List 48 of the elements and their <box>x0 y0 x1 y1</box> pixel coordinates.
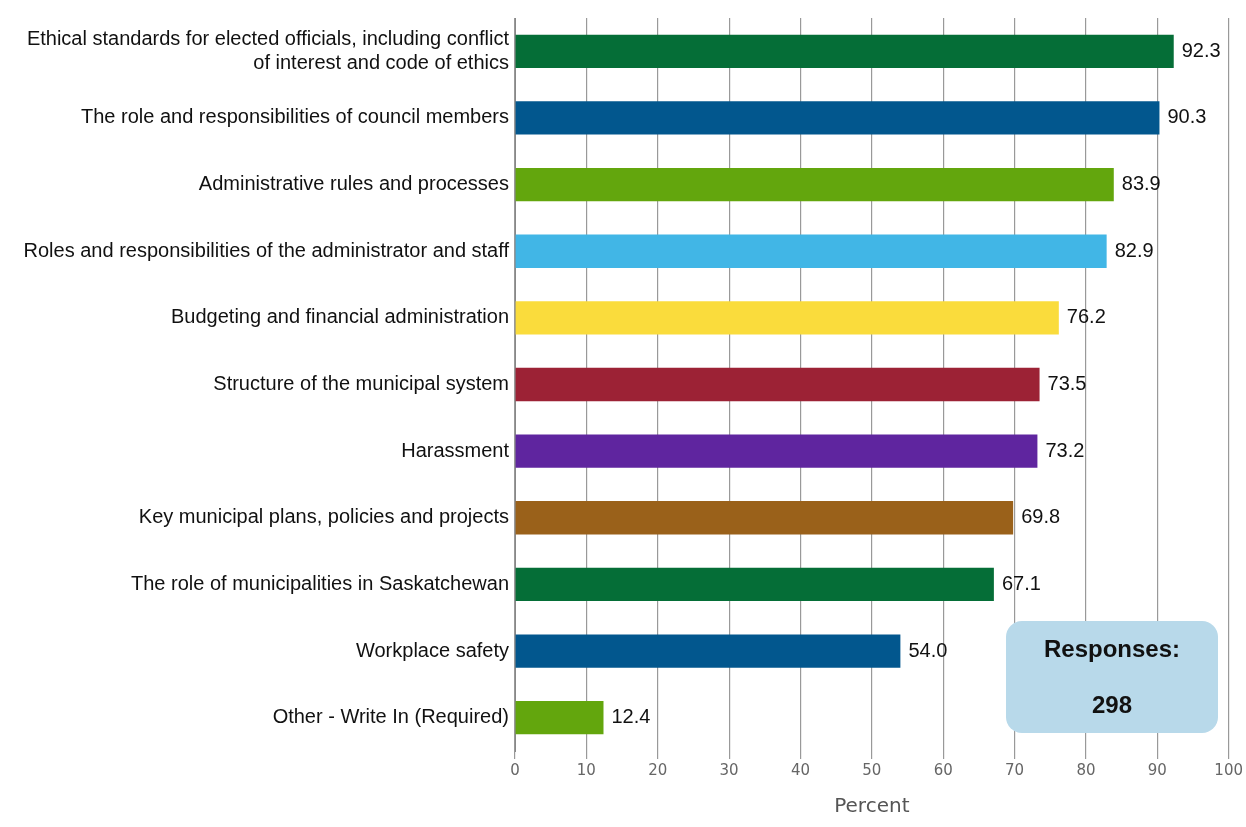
y-tick-label: The role and responsibilities of council members <box>81 105 509 128</box>
bar <box>515 301 1059 335</box>
y-tick-label: Key municipal plans, policies and projects <box>138 505 509 528</box>
x-tick-label: 50 <box>862 760 882 779</box>
bar <box>515 234 1107 268</box>
y-tick-label: Administrative rules and processes <box>198 172 509 195</box>
data-label: 73.5 <box>1047 372 1087 395</box>
y-tick-label: Roles and responsibilities of the administrator and staff <box>23 238 510 261</box>
data-label: 69.8 <box>1021 505 1061 528</box>
x-tick-label: 20 <box>648 760 668 779</box>
data-label: 54.0 <box>908 638 948 661</box>
y-tick-label: Ethical standards for elected officials, including conflict of interest and code of ethics <box>26 26 510 73</box>
y-tick-label: Structure of the municipal system <box>213 372 509 395</box>
bar <box>515 101 1160 135</box>
x-tick-label: 10 <box>576 760 596 779</box>
x-tick-label: 0 <box>510 760 520 779</box>
x-tick-label: 40 <box>790 760 811 779</box>
callout-box: Responses: 298 <box>1006 621 1218 733</box>
data-label: 73.2 <box>1045 438 1085 461</box>
data-label: 90.3 <box>1167 105 1207 128</box>
data-label: 82.9 <box>1114 238 1154 261</box>
x-tick-label: 30 <box>719 760 739 779</box>
annotation: Responses: <box>1042 634 1181 664</box>
y-tick-label: Harassment <box>401 438 510 461</box>
data-label: 67.1 <box>1001 571 1041 594</box>
bar <box>515 701 604 735</box>
data-label: 12.4 <box>611 705 651 728</box>
x-tick-label: 90 <box>1147 760 1167 779</box>
bar <box>515 501 1014 535</box>
x-tick-label: 60 <box>933 760 953 779</box>
x-tick-label: 70 <box>1005 760 1025 779</box>
bar <box>515 434 1038 468</box>
bar <box>515 567 994 602</box>
x-tick-label: 100 <box>1214 760 1244 779</box>
y-tick-label: The role of municipalities in Saskatchewan <box>131 571 509 594</box>
x-tick-label: 80 <box>1076 760 1096 779</box>
y-tick-label: Budgeting and financial administration <box>171 305 509 328</box>
bar <box>515 367 1040 402</box>
bar <box>515 34 1174 68</box>
bar <box>515 167 1114 202</box>
x-axis-title: Percent <box>834 793 910 818</box>
annotation: 298 <box>1090 690 1133 720</box>
y-tick-label: Other - Write In (Required) <box>272 705 509 728</box>
data-label: 83.9 <box>1121 172 1161 195</box>
bar <box>515 634 901 668</box>
y-tick-label: Workplace safety <box>355 638 509 661</box>
data-label: 76.2 <box>1066 305 1106 328</box>
data-label: 92.3 <box>1181 38 1221 61</box>
